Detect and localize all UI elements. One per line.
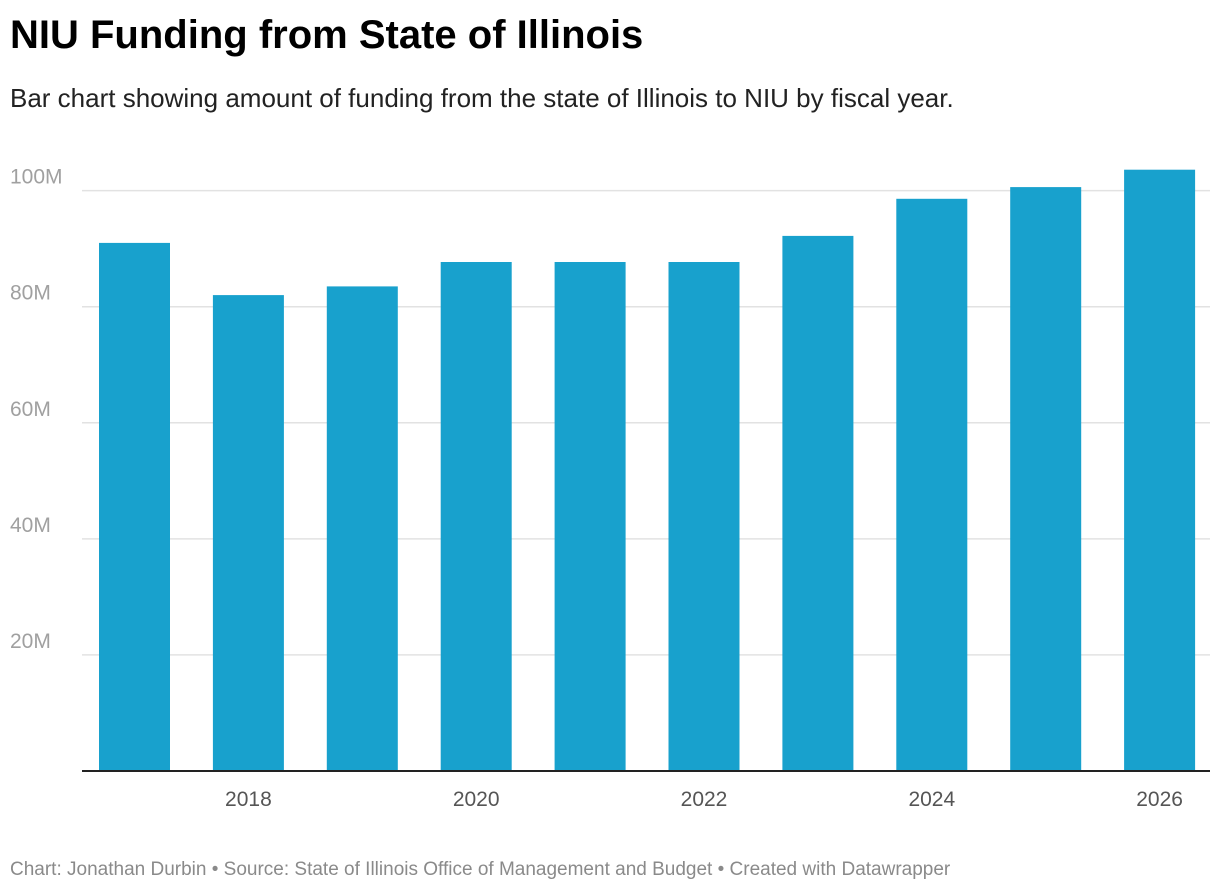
chart-footer: Chart: Jonathan Durbin • Source: State o…: [10, 859, 951, 880]
y-tick-label: 80M: [10, 282, 51, 305]
bar-2022: [668, 262, 740, 771]
y-tick-label: 40M: [10, 514, 51, 537]
bar-2024: [896, 198, 968, 772]
bar-2017: [99, 242, 170, 771]
x-tick-label: 2018: [225, 788, 272, 811]
bar-2018: [212, 295, 284, 771]
bar-2025: [1010, 187, 1082, 772]
y-tick-label: 20M: [10, 630, 51, 653]
bar-2020: [440, 262, 512, 771]
x-axis-tick-labels: 2018 2020 2022 2024 2026: [225, 788, 1183, 811]
x-tick-label: 2022: [681, 788, 728, 811]
bar-2023: [782, 235, 854, 771]
bar-2019: [326, 286, 398, 771]
bar-2021: [554, 262, 626, 771]
x-tick-label: 2020: [453, 788, 500, 811]
y-axis-tick-labels: 20M 40M 60M 80M 100M: [10, 166, 63, 653]
bars: [99, 169, 1196, 772]
x-tick-label: 2024: [908, 788, 955, 811]
y-tick-label: 60M: [10, 398, 51, 421]
y-tick-label: 100M: [10, 166, 63, 189]
x-tick-label: 2026: [1136, 788, 1183, 811]
bar-2026: [1124, 169, 1196, 771]
chart-title: NIU Funding from State of Illinois: [10, 13, 644, 57]
chart-subtitle: Bar chart showing amount of funding from…: [10, 83, 954, 113]
